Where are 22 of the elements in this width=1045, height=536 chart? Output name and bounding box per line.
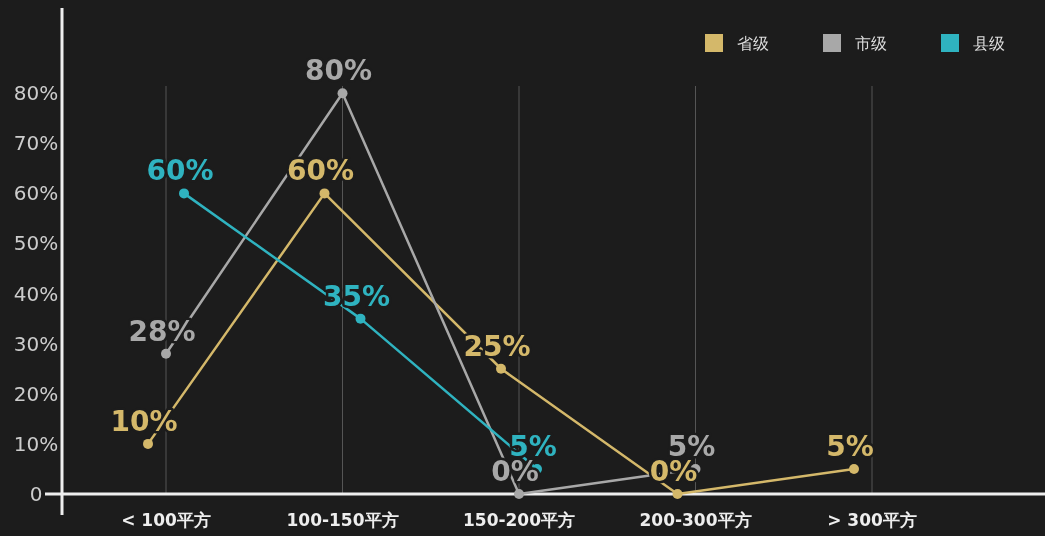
y-tick-label: 80% [13, 81, 59, 106]
x-tick-label: < 100平方 [121, 510, 211, 530]
x-tick-label: > 300平方 [827, 510, 917, 530]
x-tick-label: 150-200平方 [462, 510, 576, 530]
y-tick-label: 50% [13, 231, 59, 256]
x-tick-label: 200-300平方 [639, 510, 752, 530]
data-label: 35% [322, 279, 391, 313]
data-label: 5% [826, 429, 874, 463]
legend-label: 省级 [737, 34, 769, 53]
data-label: 60% [146, 154, 214, 188]
data-label: 60% [286, 154, 355, 188]
legend-label: 市级 [855, 34, 887, 53]
y-tick-label: 0 [29, 482, 43, 506]
y-tick-label: 30% [13, 331, 59, 356]
x-tick-label: 100-150平方 [286, 510, 399, 530]
data-label: 80% [304, 54, 373, 88]
y-tick-label: 20% [13, 381, 59, 406]
y-tick-label: 40% [13, 281, 59, 306]
y-tick-label: 60% [13, 181, 59, 206]
y-tick-label: 70% [13, 131, 59, 156]
legend-label: 县级 [973, 34, 1005, 53]
y-tick-label: 10% [13, 431, 59, 456]
